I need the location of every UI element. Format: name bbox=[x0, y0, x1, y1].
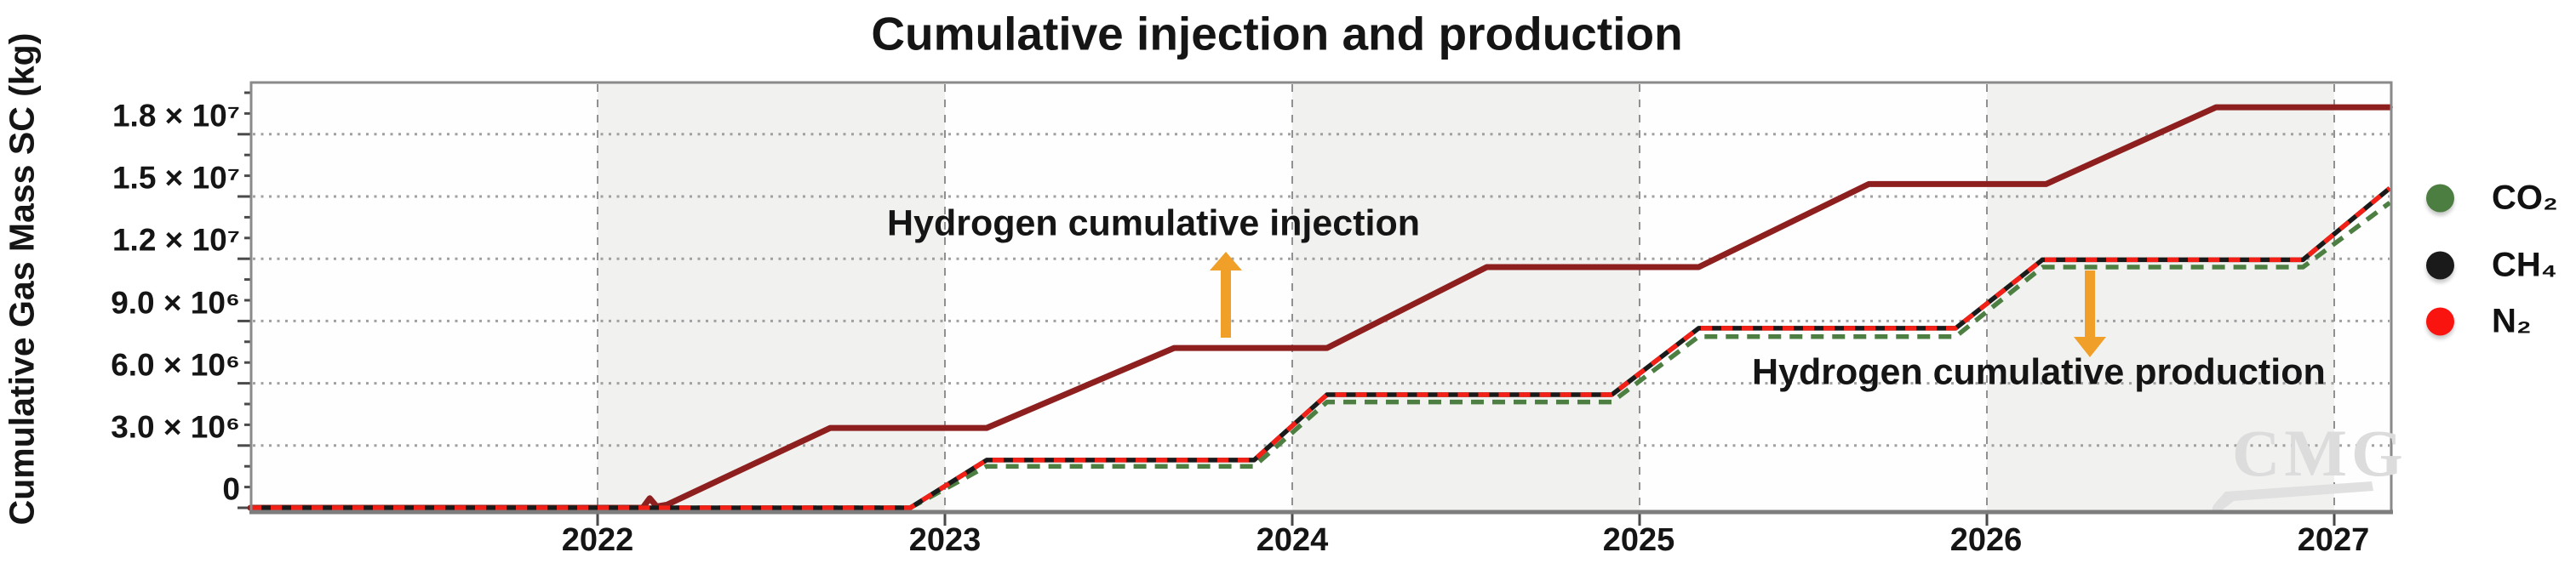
x-tick-label: 2024 bbox=[1256, 522, 1329, 558]
x-tick-label: 2022 bbox=[561, 522, 634, 558]
cmg-watermark: CMG bbox=[2232, 416, 2407, 490]
x-tick-label: 2026 bbox=[1949, 522, 2023, 558]
co2-dot-icon bbox=[2426, 184, 2454, 213]
series-n2 bbox=[250, 186, 2392, 510]
y-tick-label: 6.0 × 10⁶ bbox=[111, 347, 240, 383]
x-tick-label: 2023 bbox=[908, 522, 982, 558]
year-bands-layer bbox=[598, 83, 2334, 512]
y-tick-label: 0 bbox=[222, 471, 240, 507]
production-annotation-label: Hydrogen cumulative production bbox=[1752, 351, 2326, 393]
y-axis-title: Cumulative Gas Mass SC (kg) bbox=[2, 32, 42, 526]
legend-item-co2: CO₂ bbox=[2426, 179, 2558, 218]
y-tick-label: 1.2 × 10⁷ bbox=[112, 222, 240, 258]
y-tick-label: 1.5 × 10⁷ bbox=[112, 160, 240, 196]
legend-item-n2: N₂ bbox=[2426, 303, 2532, 341]
x-tick-label: 2025 bbox=[1602, 522, 1675, 558]
y-tick-label: 3.0 × 10⁶ bbox=[111, 409, 240, 445]
horizontal-gridlines-layer bbox=[253, 133, 2390, 447]
watermark-swoosh bbox=[2212, 481, 2373, 513]
n2-dot-icon bbox=[2426, 307, 2454, 336]
legend-label: CO₂ bbox=[2492, 179, 2558, 217]
series-injection bbox=[247, 104, 2393, 511]
ch4-dot-icon bbox=[2426, 251, 2454, 280]
production-annotation-arrow-down-icon bbox=[2074, 270, 2106, 357]
injection-annotation-arrow-up-icon bbox=[1210, 252, 1242, 338]
series-co2 bbox=[250, 201, 2391, 510]
chart-title: Cumulative injection and production bbox=[871, 7, 1683, 60]
legend-label: N₂ bbox=[2492, 302, 2532, 340]
legend-label: CH₄ bbox=[2492, 246, 2557, 284]
x-tick-label: 2027 bbox=[2297, 522, 2370, 558]
y-tick-label: 1.8 × 10⁷ bbox=[112, 98, 240, 134]
injection-annotation-label: Hydrogen cumulative injection bbox=[887, 202, 1420, 244]
legend-item-ch4: CH₄ bbox=[2426, 247, 2557, 285]
vertical-gridlines-layer bbox=[597, 84, 2335, 511]
y-tick-label: 9.0 × 10⁶ bbox=[111, 285, 240, 321]
